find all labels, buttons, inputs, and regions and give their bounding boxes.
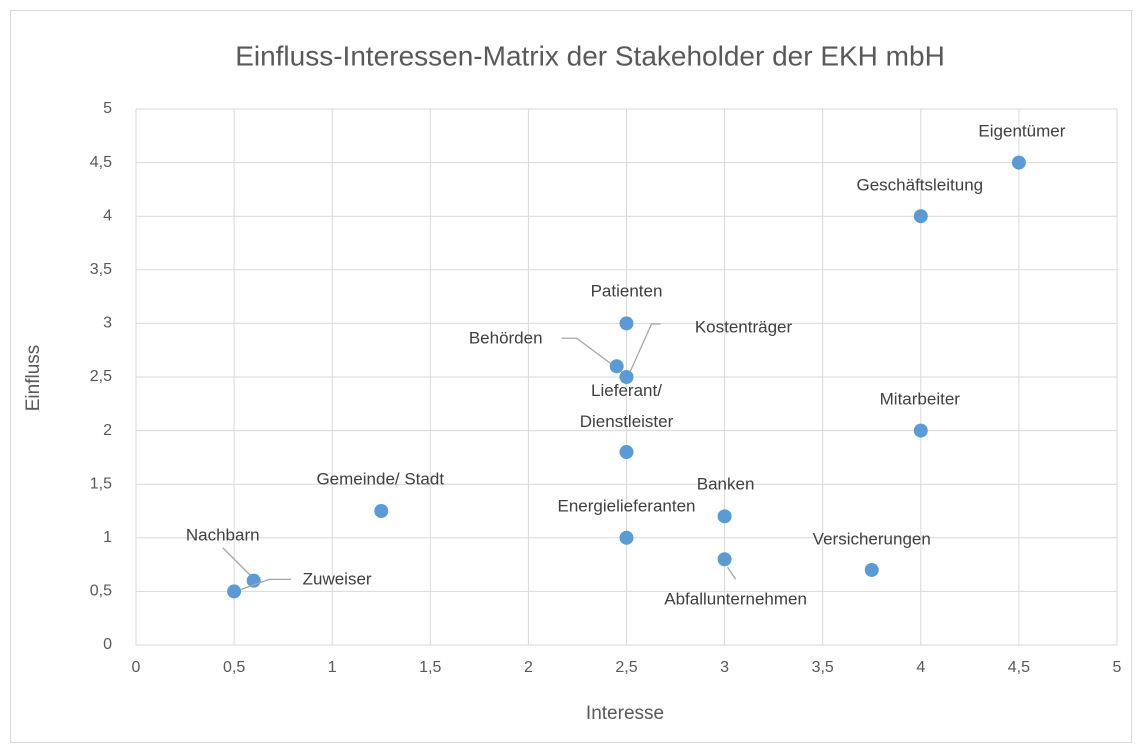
y-tick-label: 5: [103, 100, 112, 117]
data-point: [609, 359, 624, 374]
data-point: [619, 370, 634, 384]
point-label: Lieferant/ Dienstleister: [579, 381, 674, 432]
data-point: [864, 562, 879, 577]
leader-line: [727, 566, 737, 580]
point-label: Gemeinde/ Stadt: [316, 469, 445, 489]
y-axis-title: Einfluss: [23, 345, 44, 412]
point-label: Kostenträger: [694, 317, 793, 337]
point-label: Banken: [696, 474, 755, 494]
point-label: Abfallunternehmen: [664, 589, 807, 609]
leader-line: [222, 547, 252, 577]
x-tick-label: 1,5: [419, 659, 441, 676]
data-point: [619, 316, 634, 331]
point-label: Nachbarn: [185, 525, 260, 545]
point-label: Geschäftsleitung: [856, 175, 984, 195]
x-axis-title: Interesse: [586, 703, 664, 724]
point-label: Zuweiser: [302, 569, 372, 589]
x-tick-label: 4: [916, 659, 925, 676]
x-tick-label: 4,5: [1008, 659, 1030, 676]
data-point: [717, 552, 732, 567]
point-label: Eigentümer: [978, 121, 1066, 141]
data-point: [619, 445, 634, 460]
leader-line: [561, 337, 613, 365]
data-point: [619, 530, 634, 545]
y-tick-label: 3,5: [90, 261, 112, 278]
data-point: [227, 584, 242, 599]
data-point: [1011, 155, 1026, 170]
x-tick-label: 1: [328, 659, 337, 676]
leader-line: [629, 323, 661, 372]
chart-title: Einfluss-Interessen-Matrix der Stakehold…: [235, 40, 945, 71]
data-point: [717, 509, 732, 524]
point-label: Energielieferanten: [557, 496, 696, 516]
x-tick-label: 3: [720, 659, 729, 676]
leader-line: [240, 578, 292, 591]
x-tick-label: 0,5: [223, 659, 245, 676]
y-tick-label: 0: [103, 636, 112, 653]
y-tick-label: 1: [103, 529, 112, 546]
data-point: [374, 504, 389, 518]
x-tick-label: 2,5: [615, 659, 637, 676]
x-tick-label: 2: [524, 659, 533, 676]
data-point: [913, 209, 928, 224]
point-label: Mitarbeiter: [879, 389, 960, 409]
y-tick-label: 4: [103, 207, 112, 224]
y-tick-label: 3: [103, 315, 112, 332]
x-tick-label: 5: [1113, 659, 1122, 676]
data-point: [913, 423, 928, 438]
y-tick-label: 2: [103, 422, 112, 439]
point-label: Versicherungen: [812, 529, 931, 549]
y-tick-label: 2,5: [90, 368, 112, 385]
x-tick-label: 3,5: [812, 659, 834, 676]
y-tick-label: 0,5: [90, 583, 112, 600]
y-tick-label: 1,5: [90, 475, 112, 492]
point-label: Patienten: [590, 281, 663, 301]
point-label: Behörden: [468, 328, 543, 348]
y-tick-label: 4,5: [90, 154, 112, 171]
x-tick-label: 0: [132, 659, 141, 676]
